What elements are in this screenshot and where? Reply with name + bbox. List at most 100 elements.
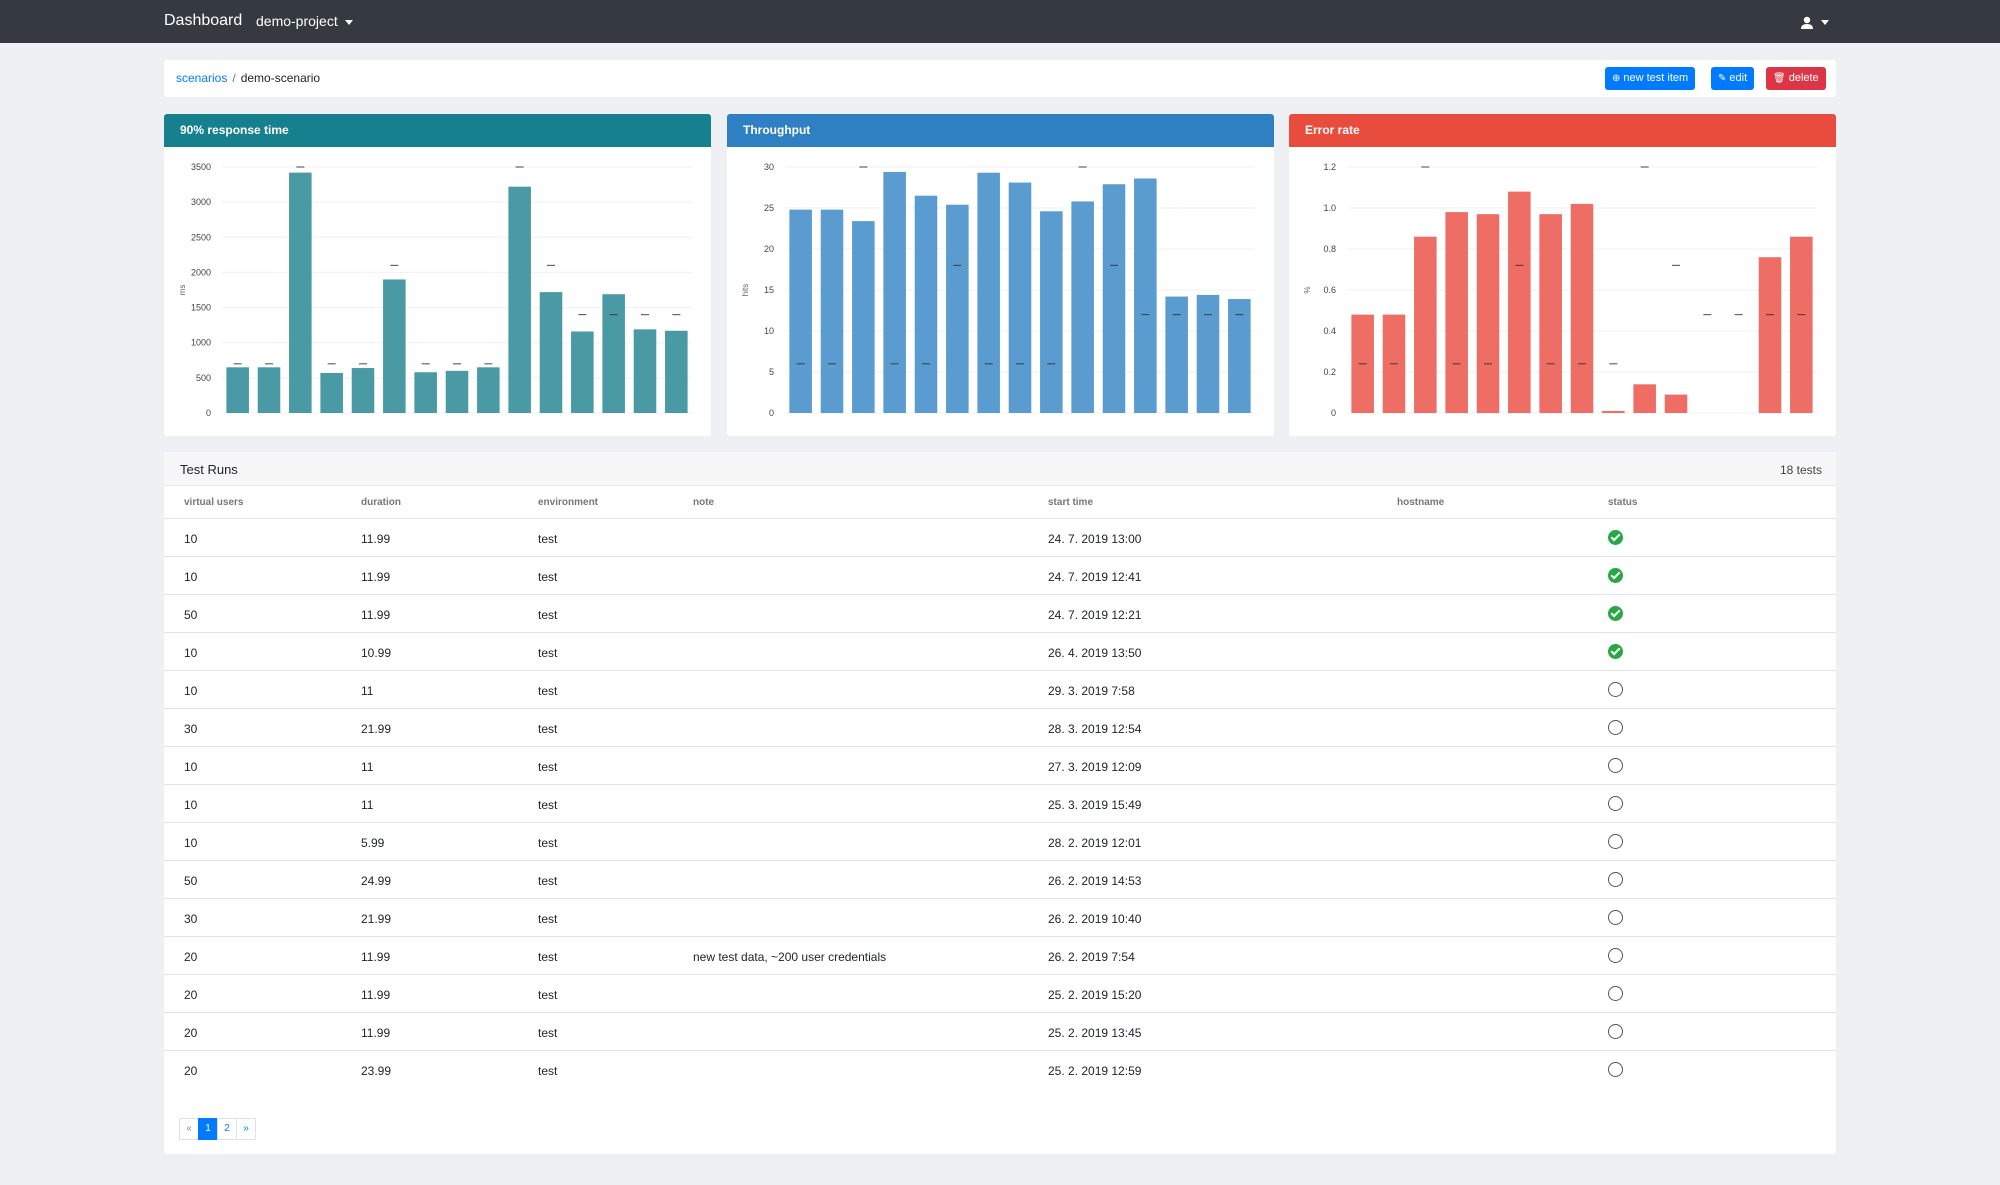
cell-environment: test bbox=[538, 646, 558, 660]
breadcrumb-bar: scenarios / demo-scenario ⊕ new test item ✎… bbox=[164, 60, 1836, 97]
cell-virtual-users: 20 bbox=[184, 950, 198, 964]
edit-button[interactable]: ✎ edit bbox=[1711, 67, 1755, 90]
y-tick-label: 0 bbox=[1331, 408, 1336, 418]
y-tick-label: 1.2 bbox=[1323, 162, 1336, 172]
y-tick-label: 3000 bbox=[191, 197, 211, 207]
cell-virtual-users: 30 bbox=[184, 722, 198, 736]
breadcrumb-scenarios-link[interactable]: scenarios bbox=[176, 71, 228, 85]
bar bbox=[1633, 384, 1656, 413]
response-time-chart-title: 90% response time bbox=[164, 114, 711, 147]
cell-virtual-users: 20 bbox=[184, 1064, 198, 1078]
column-header-status[interactable]: status bbox=[1608, 497, 1638, 508]
bar bbox=[226, 367, 249, 413]
status-pending-icon bbox=[1608, 948, 1623, 963]
cell-environment: test bbox=[538, 836, 558, 850]
delete-button[interactable]: 🗑 delete bbox=[1766, 67, 1826, 90]
y-tick-label: 5 bbox=[769, 367, 774, 377]
table-row[interactable]: 10 11.99 test 24. 7. 2019 12:41 bbox=[164, 556, 1836, 594]
pagination-next[interactable]: » bbox=[236, 1118, 256, 1140]
y-tick-label: 3500 bbox=[191, 162, 211, 172]
y-tick-label: 0.4 bbox=[1323, 326, 1336, 336]
cell-start-time: 25. 2. 2019 12:59 bbox=[1048, 1064, 1142, 1078]
pagination-page-2[interactable]: 2 bbox=[217, 1118, 237, 1140]
bar bbox=[1758, 257, 1782, 413]
pagination-page-1[interactable]: 1 bbox=[198, 1118, 218, 1140]
table-row[interactable]: 20 11.99 test 25. 2. 2019 15:20 bbox=[164, 974, 1836, 1012]
table-row[interactable]: 30 21.99 test 28. 3. 2019 12:54 bbox=[164, 708, 1836, 746]
bar bbox=[883, 171, 906, 413]
table-row[interactable]: 30 21.99 test 26. 2. 2019 10:40 bbox=[164, 898, 1836, 936]
bar bbox=[351, 368, 375, 413]
y-axis-label: % bbox=[1303, 286, 1312, 293]
brand-link[interactable]: Dashboard bbox=[164, 12, 243, 29]
cell-virtual-users: 50 bbox=[184, 608, 198, 622]
bar bbox=[1228, 299, 1251, 413]
cell-environment: test bbox=[538, 722, 558, 736]
table-row[interactable]: 20 11.99 test 25. 2. 2019 13:45 bbox=[164, 1012, 1836, 1050]
cell-virtual-users: 10 bbox=[184, 760, 198, 774]
bar bbox=[820, 209, 844, 413]
bar bbox=[1539, 214, 1562, 413]
bar bbox=[977, 172, 1000, 413]
bar bbox=[1196, 294, 1220, 413]
table-row[interactable]: 10 10.99 test 26. 4. 2019 13:50 bbox=[164, 632, 1836, 670]
column-header-start-time[interactable]: start time bbox=[1048, 497, 1094, 508]
chevron-down-icon bbox=[1820, 20, 1829, 26]
bar bbox=[445, 370, 469, 413]
column-header-environment[interactable]: environment bbox=[538, 497, 599, 508]
column-header-virtual-users[interactable]: virtual users bbox=[184, 497, 244, 508]
y-tick-label: 0.2 bbox=[1323, 367, 1336, 377]
test-count: 18 tests bbox=[1779, 463, 1822, 477]
y-tick-label: 20 bbox=[764, 244, 774, 254]
cell-start-time: 26. 2. 2019 7:54 bbox=[1048, 950, 1135, 964]
bar bbox=[508, 186, 531, 413]
cell-start-time: 26. 2. 2019 14:53 bbox=[1048, 874, 1142, 888]
table-row[interactable]: 50 24.99 test 26. 2. 2019 14:53 bbox=[164, 860, 1836, 898]
table-row[interactable]: 50 11.99 test 24. 7. 2019 12:21 bbox=[164, 594, 1836, 632]
bar bbox=[1602, 410, 1625, 413]
column-header-hostname[interactable]: hostname bbox=[1397, 497, 1445, 508]
breadcrumb-current: demo-scenario bbox=[240, 71, 321, 85]
user-menu[interactable] bbox=[1800, 14, 1829, 30]
status-pending-icon bbox=[1608, 986, 1623, 1001]
cell-virtual-users: 10 bbox=[184, 836, 198, 850]
table-row[interactable]: 10 11 test 27. 3. 2019 12:09 bbox=[164, 746, 1836, 784]
table-row[interactable]: 20 23.99 test 25. 2. 2019 12:59 bbox=[164, 1050, 1836, 1088]
cell-start-time: 25. 2. 2019 15:20 bbox=[1048, 988, 1142, 1002]
cell-environment: test bbox=[538, 950, 558, 964]
cell-start-time: 26. 2. 2019 10:40 bbox=[1048, 912, 1142, 926]
y-tick-label: 1500 bbox=[191, 303, 211, 313]
cell-virtual-users: 10 bbox=[184, 798, 198, 812]
bar bbox=[914, 195, 938, 413]
new-test-item-button[interactable]: ⊕ new test item bbox=[1605, 67, 1696, 90]
table-row[interactable]: 20 11.99 test new test data, ~200 user cred… bbox=[164, 936, 1836, 974]
y-tick-label: 0 bbox=[769, 408, 774, 418]
test-runs-card: Test Runs 18 tests virtual users duratio… bbox=[164, 452, 1836, 1154]
y-axis-label: ms bbox=[178, 285, 187, 296]
throughput-chart: 0 5 10 15 20 25 30 hits bbox=[741, 162, 1255, 418]
breadcrumb-separator: / bbox=[232, 71, 236, 85]
cell-virtual-users: 20 bbox=[184, 1026, 198, 1040]
cell-environment: test bbox=[538, 570, 558, 584]
bar bbox=[602, 294, 625, 413]
table-row[interactable]: 10 11 test 25. 3. 2019 15:49 bbox=[164, 784, 1836, 822]
test-runs-title: Test Runs bbox=[180, 462, 238, 477]
cell-environment: test bbox=[538, 760, 558, 774]
breadcrumb: scenarios / demo-scenario bbox=[176, 71, 320, 85]
y-tick-label: 0 bbox=[206, 408, 211, 418]
table-row[interactable]: 10 11.99 test 24. 7. 2019 13:00 bbox=[164, 518, 1836, 556]
cell-environment: test bbox=[538, 874, 558, 888]
pagination-prev[interactable]: « bbox=[179, 1118, 199, 1140]
project-dropdown[interactable]: demo-project bbox=[256, 13, 353, 29]
column-header-note[interactable]: note bbox=[693, 497, 715, 508]
status-success-icon bbox=[1608, 644, 1623, 659]
column-header-duration[interactable]: duration bbox=[361, 497, 401, 508]
table-row[interactable]: 10 11 test 29. 3. 2019 7:58 bbox=[164, 670, 1836, 708]
bar bbox=[571, 331, 594, 413]
bar bbox=[1008, 182, 1032, 413]
cell-duration: 11.99 bbox=[361, 532, 391, 546]
cell-duration: 11.99 bbox=[361, 608, 391, 622]
cell-duration: 11 bbox=[361, 684, 374, 698]
table-row[interactable]: 10 5.99 test 28. 2. 2019 12:01 bbox=[164, 822, 1836, 860]
y-tick-label: 2000 bbox=[191, 267, 211, 277]
